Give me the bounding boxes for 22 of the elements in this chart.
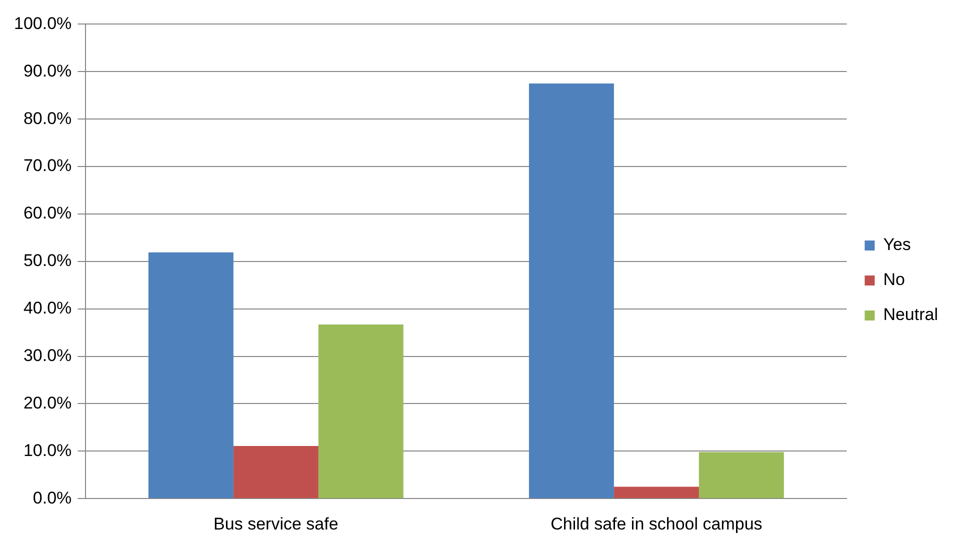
legend-label: No [883, 270, 905, 290]
y-tick-label: 50.0% [23, 251, 72, 270]
y-tick-label: 10.0% [23, 440, 72, 460]
y-tick-label: 90.0% [23, 61, 72, 80]
y-tick-label: 40.0% [23, 298, 72, 318]
y-tick-label: 60.0% [23, 204, 72, 223]
bar [148, 252, 234, 498]
y-tick-label: 30.0% [23, 346, 72, 365]
x-tick-label: Bus service safe [214, 514, 338, 534]
bar [233, 446, 318, 498]
y-tick-label: 100.0% [14, 14, 72, 33]
bar [318, 324, 404, 498]
bar [698, 452, 784, 498]
bar [614, 486, 699, 498]
x-tick-label: Child safe in school campus [550, 514, 762, 534]
bar [528, 84, 614, 498]
y-tick-label: 0.0% [32, 488, 72, 508]
y-tick-label: 70.0% [23, 156, 72, 176]
legend-label: Neutral [883, 305, 938, 324]
y-tick-label: 80.0% [23, 108, 72, 128]
y-tick-label: 20.0% [23, 393, 72, 412]
legend-label: Yes [883, 235, 911, 254]
